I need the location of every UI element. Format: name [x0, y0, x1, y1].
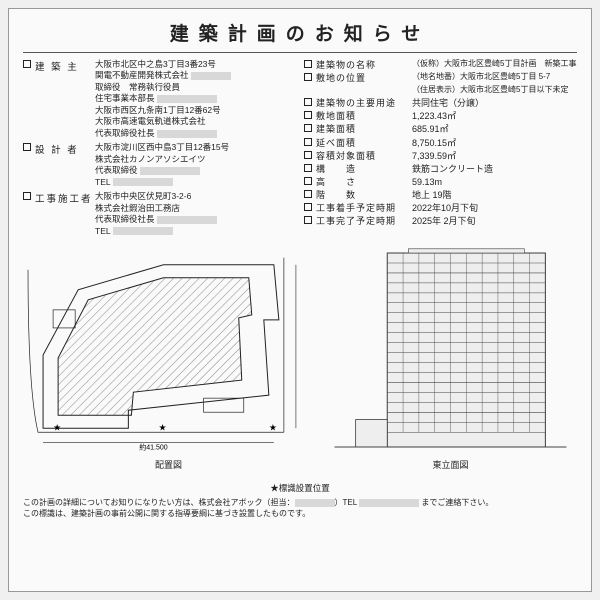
- right-column: 建築物の名称 （仮称）大阪市北区豊崎5丁目計画 新築工事 敷地の位置 （地名地番…: [304, 59, 577, 240]
- location-row-2: （住居表示）大阪市北区豊崎5丁目以下未定: [304, 85, 577, 96]
- site-plan: 約41.500 ★ ★ ★ 配置図: [23, 244, 314, 480]
- checkbox-icon: [304, 138, 312, 146]
- contractor-section: 工事施工者 大阪市中央区伏見町3-2-6 株式会社鍜治田工務店 代表取締役社長 …: [23, 191, 296, 237]
- svg-text:★: ★: [53, 422, 61, 432]
- siteplan-caption: 配置図: [23, 458, 314, 471]
- notice-board: 建築計画のお知らせ 建 築 主 大阪市北区中之島3丁目3番23号 関電不動産開発…: [8, 8, 592, 592]
- redaction: [295, 499, 335, 507]
- redaction: [140, 167, 200, 175]
- checkbox-icon: [304, 111, 312, 119]
- redaction: [113, 227, 173, 235]
- legend: ★標識設置位置: [23, 482, 577, 494]
- elevation-caption: 東立面図: [324, 458, 577, 471]
- checkbox-icon: [304, 73, 312, 81]
- checkbox-icon: [304, 216, 312, 224]
- diagrams-row: 約41.500 ★ ★ ★ 配置図 東立面図: [23, 244, 577, 480]
- property-row: 工事完了予定時期2025年 2月下旬: [304, 215, 577, 227]
- property-row: 工事着手予定時期2022年10月下旬: [304, 202, 577, 214]
- properties-list: 敷地面積1,223.43㎡建築面積685.91㎡延べ面積8,750.15㎡容積対…: [304, 110, 577, 227]
- location-row: 敷地の位置 （地名地番）大阪市北区豊崎5丁目 5-7: [304, 72, 577, 84]
- owner-lines: 大阪市北区中之島3丁目3番23号 関電不動産開発株式会社 取締役 常務執行役員 …: [95, 59, 296, 139]
- property-row: 高 さ59.13m: [304, 176, 577, 188]
- left-column: 建 築 主 大阪市北区中之島3丁目3番23号 関電不動産開発株式会社 取締役 常…: [23, 59, 296, 240]
- designer-label: 設 計 者: [35, 142, 79, 156]
- footer-line-2: この標識は、建築計画の事前公開に関する指導要綱に基づき設置したものです。: [23, 509, 577, 520]
- property-row: 敷地面積1,223.43㎡: [304, 110, 577, 122]
- title: 建築計画のお知らせ: [23, 19, 577, 53]
- checkbox-icon: [304, 60, 312, 68]
- redaction: [113, 178, 173, 186]
- contractor-label: 工事施工者: [35, 191, 93, 205]
- contractor-lines: 大阪市中央区伏見町3-2-6 株式会社鍜治田工務店 代表取締役社長 TEL: [95, 191, 296, 237]
- property-row: 構 造鉄筋コンクリート造: [304, 163, 577, 175]
- footer: この計画の詳細についてお知りになりたい方は、株式会社アボック（担当：）TEL ま…: [23, 498, 577, 520]
- content-columns: 建 築 主 大阪市北区中之島3丁目3番23号 関電不動産開発株式会社 取締役 常…: [23, 59, 577, 240]
- property-row: 容積対象面積7,339.59㎡: [304, 150, 577, 162]
- use-row: 建築物の主要用途 共同住宅（分譲）: [304, 97, 577, 109]
- footer-line-1: この計画の詳細についてお知りになりたい方は、株式会社アボック（担当：）TEL ま…: [23, 498, 577, 509]
- redaction: [359, 499, 419, 507]
- checkbox-icon: [304, 177, 312, 185]
- checkbox-icon: [304, 190, 312, 198]
- building-name-row: 建築物の名称 （仮称）大阪市北区豊崎5丁目計画 新築工事: [304, 59, 577, 71]
- checkbox-icon: [304, 124, 312, 132]
- checkbox-icon: [304, 98, 312, 106]
- checkbox-icon: [23, 143, 31, 151]
- checkbox-icon: [23, 60, 31, 68]
- redaction: [191, 72, 231, 80]
- designer-lines: 大阪市淀川区西中島3丁目12番15号 株式会社カノンアソシエイツ 代表取締役 T…: [95, 142, 296, 188]
- redaction: [157, 130, 217, 138]
- owner-section: 建 築 主 大阪市北区中之島3丁目3番23号 関電不動産開発株式会社 取締役 常…: [23, 59, 296, 139]
- property-row: 建築面積685.91㎡: [304, 123, 577, 135]
- svg-text:約41.500: 約41.500: [139, 442, 168, 451]
- redaction: [157, 216, 217, 224]
- redaction: [157, 95, 217, 103]
- checkbox-icon: [304, 164, 312, 172]
- designer-section: 設 計 者 大阪市淀川区西中島3丁目12番15号 株式会社カノンアソシエイツ 代…: [23, 142, 296, 188]
- checkbox-icon: [304, 203, 312, 211]
- elevation: 東立面図: [324, 244, 577, 480]
- property-row: 階 数地上 19階: [304, 189, 577, 201]
- checkbox-icon: [23, 192, 31, 200]
- checkbox-icon: [304, 151, 312, 159]
- property-row: 延べ面積8,750.15㎡: [304, 137, 577, 149]
- svg-text:★: ★: [269, 422, 277, 432]
- svg-text:★: ★: [158, 422, 166, 432]
- owner-label: 建 築 主: [35, 59, 79, 73]
